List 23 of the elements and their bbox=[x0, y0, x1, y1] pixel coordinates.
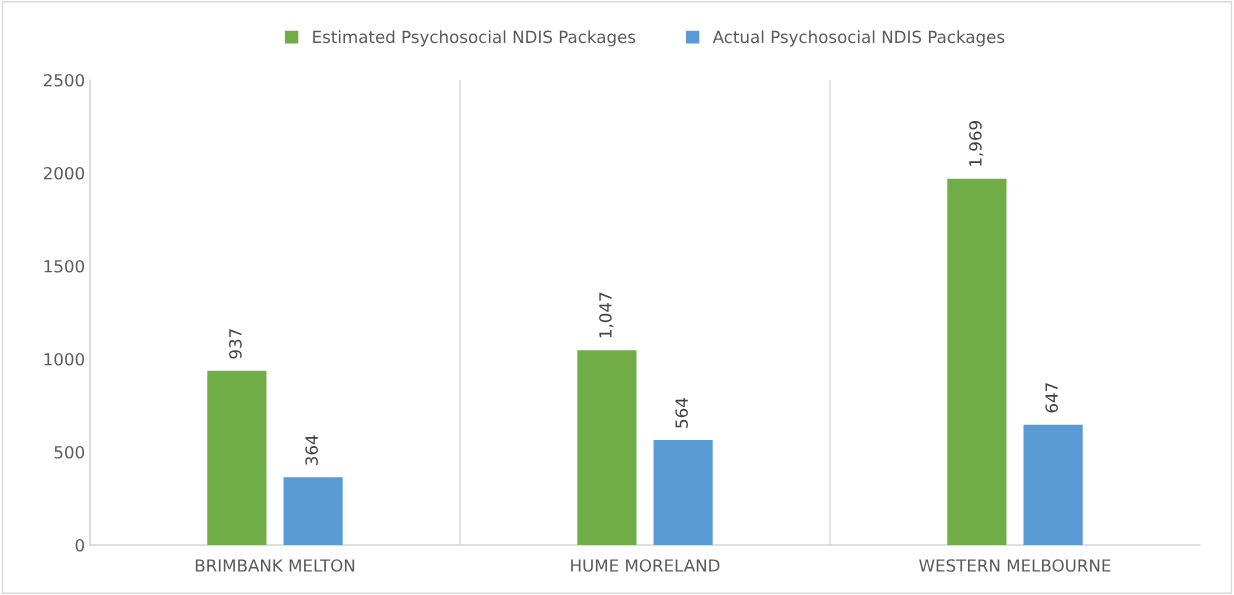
bar bbox=[947, 178, 1007, 545]
data-label: 564 bbox=[675, 398, 688, 428]
legend-label: Actual Psychosocial NDIS Packages bbox=[712, 30, 1005, 47]
x-tick-label: BRIMBANK MELTON bbox=[195, 559, 355, 572]
bar bbox=[283, 477, 343, 545]
data-label: 937 bbox=[229, 329, 242, 359]
bar bbox=[207, 370, 267, 545]
x-tick-label: WESTERN MELBOURNE bbox=[919, 559, 1111, 572]
bar bbox=[577, 350, 637, 545]
y-tick-label: 1000 bbox=[44, 352, 85, 366]
bar bbox=[1023, 424, 1083, 545]
data-label: 647 bbox=[1045, 383, 1058, 413]
y-tick-label: 0 bbox=[75, 538, 85, 552]
y-tick-label: 500 bbox=[54, 445, 85, 459]
x-tick-label: HUME MORELAND bbox=[571, 559, 720, 572]
y-tick-label: 2000 bbox=[43, 166, 85, 180]
legend-label: Estimated Psychosocial NDIS Packages bbox=[313, 30, 636, 47]
y-tick-label: 1500 bbox=[44, 259, 85, 273]
bar bbox=[653, 440, 713, 545]
data-label: 364 bbox=[305, 435, 318, 465]
data-label: 1,047 bbox=[599, 292, 614, 338]
y-tick-label: 2500 bbox=[43, 73, 85, 87]
data-label: 1,969 bbox=[969, 121, 984, 166]
